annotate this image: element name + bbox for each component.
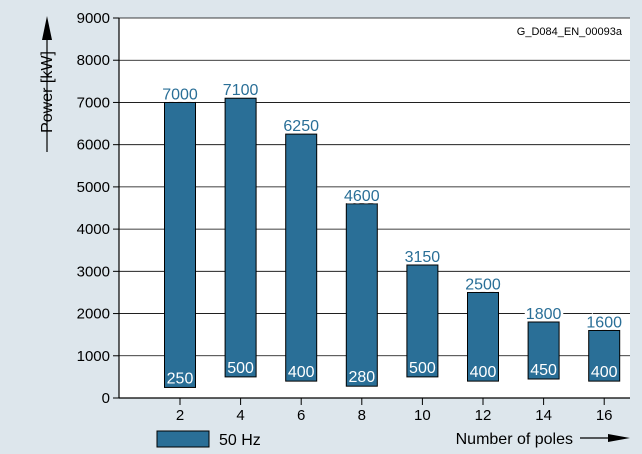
- doc-id: G_D084_EN_00093a: [517, 26, 623, 38]
- bars: 7000 250 7100 500 6250 400 4600 280 3150 500 2500 4…: [160, 80, 625, 388]
- bar-top-label: 3150: [405, 249, 441, 266]
- bar: [588, 329, 621, 382]
- bar-top-label: 7000: [162, 86, 198, 103]
- bar-bottom-label: 400: [470, 364, 497, 381]
- y-tick-label: 9000: [77, 10, 110, 27]
- y-tick-label: 1000: [77, 348, 110, 365]
- y-tick-label: 5000: [77, 179, 110, 196]
- bar-bottom-label: 450: [530, 362, 557, 379]
- bar-top-label: 7100: [223, 82, 259, 99]
- bar: [406, 264, 439, 378]
- legend-swatch: [156, 430, 210, 448]
- y-tick-label: 4000: [77, 221, 110, 238]
- x-tick-label: 16: [596, 407, 613, 424]
- x-tick-label: 2: [176, 407, 184, 424]
- bar: [345, 203, 378, 387]
- bar-top-label: 1600: [586, 314, 622, 331]
- bar-bottom-label: 500: [227, 360, 254, 377]
- y-tick-label: 8000: [77, 52, 110, 69]
- bar: [285, 133, 318, 382]
- x-tick-label: 4: [236, 407, 244, 424]
- x-tick-label: 10: [414, 407, 431, 424]
- bar: [164, 101, 196, 388]
- y-tick-label: 6000: [77, 137, 110, 154]
- x-tick-label: 8: [358, 407, 366, 424]
- y-tick-labels: 0 1000 2000 3000 4000 5000 6000 7000 8000 9000: [77, 10, 110, 407]
- bar-top-label: 4600: [344, 188, 380, 205]
- bar: [467, 291, 499, 382]
- bar-bottom-label: 500: [409, 360, 436, 377]
- bar: [224, 97, 257, 378]
- x-axis-title: Number of poles: [456, 431, 573, 448]
- x-tick-label: 12: [475, 407, 492, 424]
- y-tick-label: 7000: [77, 94, 110, 111]
- bar-top-label: 6250: [283, 118, 319, 135]
- bar-bottom-label: 280: [348, 369, 375, 386]
- x-tick-label: 14: [535, 407, 552, 424]
- x-tick-labels: 2 4 6 8 10 12 14 16: [176, 407, 613, 424]
- legend: 50 Hz: [156, 430, 261, 449]
- y-tick-label: 3000: [77, 263, 110, 280]
- y-tick-label: 0: [102, 390, 110, 407]
- bar-bottom-label: 400: [288, 364, 315, 381]
- bar: [527, 321, 560, 380]
- bar-top-label: 1800: [526, 306, 562, 323]
- x-axis-arrow: [580, 434, 630, 442]
- bar-top-label: 2500: [465, 276, 501, 293]
- y-axis-arrow: [42, 16, 52, 152]
- y-tick-label: 2000: [77, 306, 110, 323]
- x-tick-label: 6: [297, 407, 305, 424]
- legend-label: 50 Hz: [219, 432, 261, 449]
- axes: [113, 17, 630, 405]
- bar-bottom-label: 250: [167, 370, 194, 387]
- bar-bottom-label: 400: [591, 364, 618, 381]
